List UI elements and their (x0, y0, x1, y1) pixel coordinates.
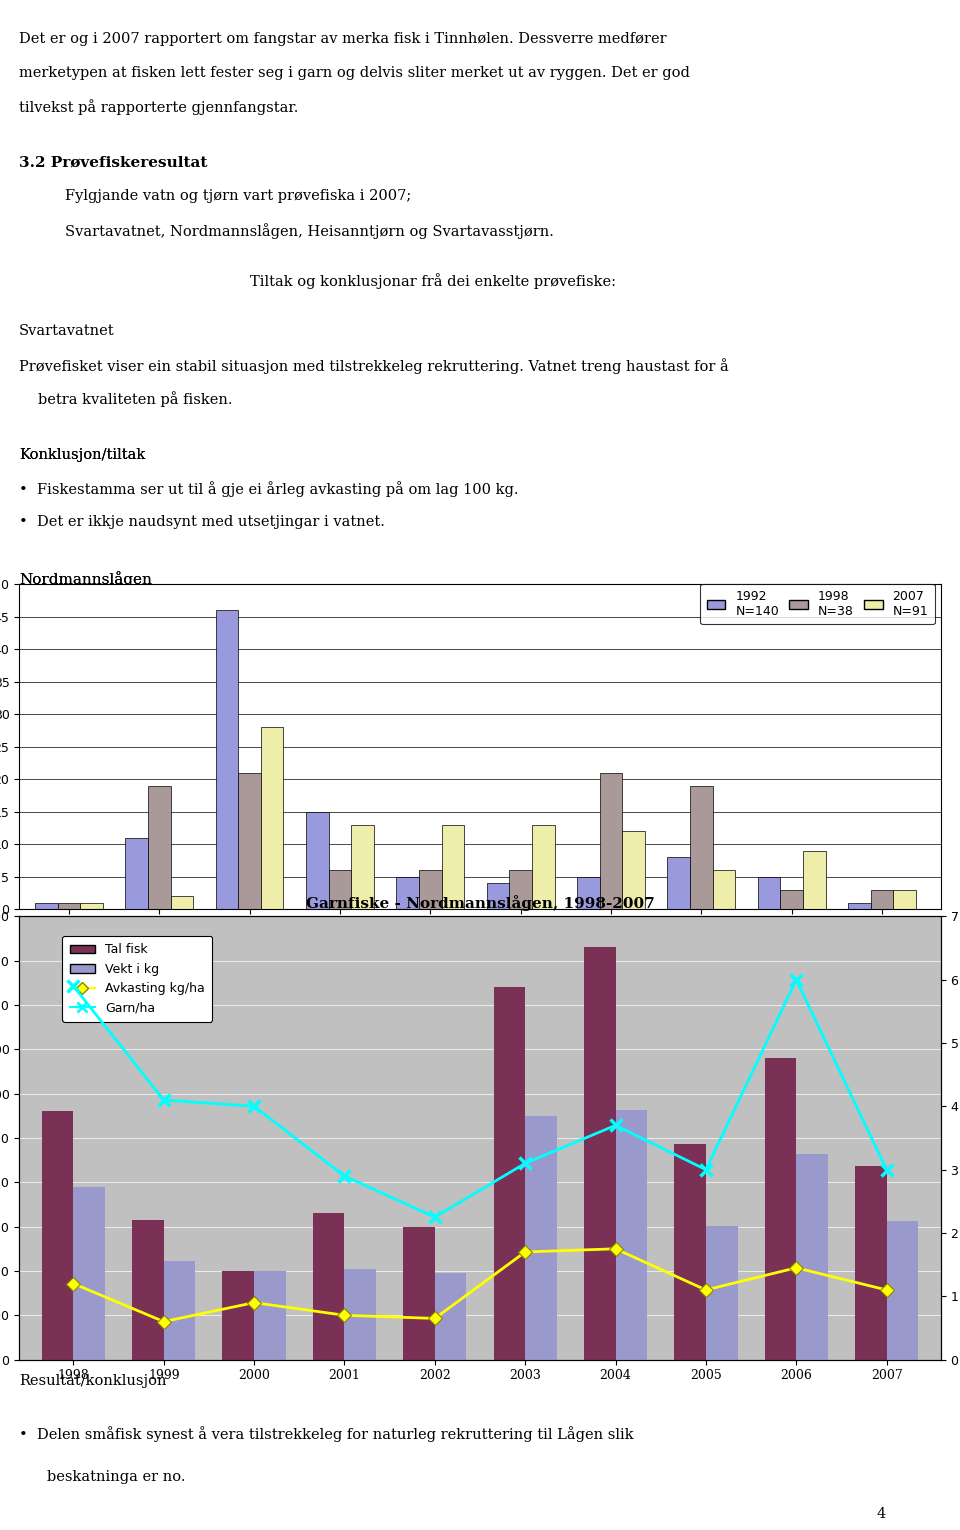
Text: Resultat/konklusjon: Resultat/konklusjon (19, 1374, 167, 1388)
Text: •  Det er ikkje naudsynt med utsetjingar i vatnet.: • Det er ikkje naudsynt med utsetjingar … (19, 516, 385, 529)
Bar (615, 1109, 647, 1360)
Bar (442, 825, 465, 909)
Bar (148, 785, 171, 909)
Bar (510, 871, 532, 909)
Bar (894, 889, 916, 909)
Bar (855, 1166, 887, 1360)
Text: •  Fiskestamma ser ut til å gje ei årleg avkasting på om lag 100 kg.: • Fiskestamma ser ut til å gje ei årleg … (19, 482, 518, 497)
Bar (600, 773, 622, 909)
Bar (577, 877, 600, 909)
Bar (622, 831, 645, 909)
Bar (757, 877, 780, 909)
Text: Konklusjon/tiltak: Konklusjon/tiltak (19, 448, 146, 462)
Text: betra kvaliteten på fisken.: betra kvaliteten på fisken. (37, 392, 232, 407)
Text: 3.2 Prøvefiskeresultat: 3.2 Prøvefiskeresultat (19, 156, 207, 170)
Bar (419, 871, 442, 909)
Bar (42, 1111, 73, 1360)
Text: tilvekst på rapporterte gjennfangstar.: tilvekst på rapporterte gjennfangstar. (19, 99, 299, 115)
Bar (306, 811, 328, 909)
Bar (35, 903, 58, 909)
Bar (796, 1154, 828, 1360)
Bar (690, 785, 712, 909)
Legend: Tal fisk, Vekt i kg, Avkasting kg/ha, Garn/ha: Tal fisk, Vekt i kg, Avkasting kg/ha, Ga… (62, 936, 212, 1022)
Bar (313, 1213, 345, 1360)
Bar (223, 1271, 254, 1360)
Text: Svartavatnet, Nordmannslågen, Heisanntjørn og Svartavasstjørn.: Svartavatnet, Nordmannslågen, Heisanntjø… (65, 223, 554, 239)
Text: Fylgjande vatn og tjørn vart prøvefiska i 2007;: Fylgjande vatn og tjørn vart prøvefiska … (65, 190, 412, 203)
Bar (764, 1059, 796, 1360)
Text: Prøvefisket viser ein stabil situasjon med tilstrekkeleg rekruttering. Vatnet tr: Prøvefisket viser ein stabil situasjon m… (19, 358, 729, 373)
Bar (674, 1144, 706, 1360)
Bar (493, 987, 525, 1360)
Text: Svartavatnet: Svartavatnet (19, 324, 115, 338)
Bar (849, 903, 871, 909)
Text: 4: 4 (876, 1507, 885, 1521)
Bar (712, 871, 735, 909)
Bar (216, 610, 238, 909)
Bar (351, 825, 373, 909)
Bar (435, 1273, 467, 1360)
Bar (81, 903, 103, 909)
Bar (254, 1271, 286, 1360)
Text: Nordmannslågen: Nordmannslågen (19, 571, 152, 588)
Bar (238, 773, 261, 909)
Bar (261, 727, 283, 909)
Bar (403, 1227, 435, 1360)
Bar (780, 889, 803, 909)
Bar (667, 857, 690, 909)
Bar (584, 947, 615, 1360)
Bar (532, 825, 555, 909)
Text: Konklusjon/tiltak: Konklusjon/tiltak (19, 448, 146, 462)
Text: •  Delen småfisk synest å vera tilstrekkeleg for naturleg rekruttering til Lågen: • Delen småfisk synest å vera tilstrekke… (19, 1426, 634, 1441)
Bar (525, 1115, 557, 1360)
Bar (132, 1221, 164, 1360)
Bar (164, 1261, 196, 1360)
Title: Garnfiske - Nordmannslågen, 1998-2007: Garnfiske - Nordmannslågen, 1998-2007 (305, 895, 655, 910)
Bar (345, 1270, 376, 1360)
Bar (487, 883, 510, 909)
Bar (887, 1221, 918, 1360)
Bar (803, 851, 826, 909)
Legend: 1992
N=140, 1998
N=38, 2007
N=91: 1992 N=140, 1998 N=38, 2007 N=91 (701, 584, 934, 624)
Bar (73, 1187, 105, 1360)
Text: Tiltak og konklusjonar frå dei enkelte prøvefiske:: Tiltak og konklusjonar frå dei enkelte p… (250, 274, 615, 289)
Bar (396, 877, 419, 909)
Bar (871, 889, 894, 909)
Bar (706, 1226, 737, 1360)
Bar (126, 837, 148, 909)
Text: beskatninga er no.: beskatninga er no. (47, 1470, 185, 1484)
Text: Nordmannslågen: Nordmannslågen (19, 571, 152, 588)
Bar (328, 871, 351, 909)
Bar (58, 903, 81, 909)
Bar (171, 897, 193, 909)
Text: Det er og i 2007 rapportert om fangstar av merka fisk i Tinnhølen. Dessverre med: Det er og i 2007 rapportert om fangstar … (19, 32, 667, 46)
Text: merketypen at fisken lett fester seg i garn og delvis sliter merket ut av ryggen: merketypen at fisken lett fester seg i g… (19, 66, 690, 80)
